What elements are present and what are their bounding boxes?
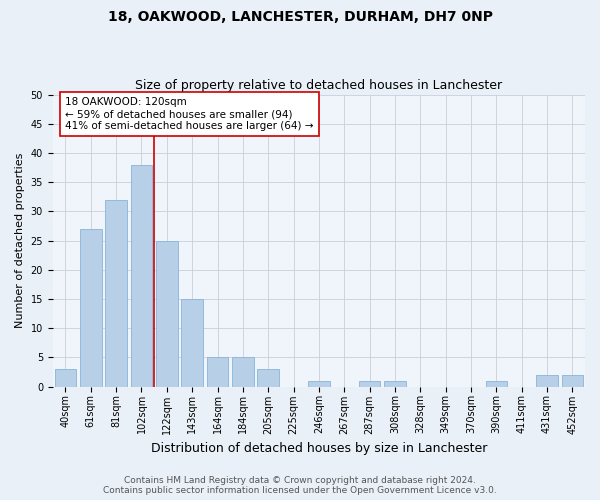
X-axis label: Distribution of detached houses by size in Lanchester: Distribution of detached houses by size … — [151, 442, 487, 455]
Text: 18 OAKWOOD: 120sqm
← 59% of detached houses are smaller (94)
41% of semi-detache: 18 OAKWOOD: 120sqm ← 59% of detached hou… — [65, 98, 314, 130]
Title: Size of property relative to detached houses in Lanchester: Size of property relative to detached ho… — [136, 79, 502, 92]
Bar — [308, 380, 329, 386]
Bar — [257, 369, 279, 386]
Bar — [156, 240, 178, 386]
Bar — [55, 369, 76, 386]
Bar — [106, 200, 127, 386]
Bar — [384, 380, 406, 386]
Bar — [562, 375, 583, 386]
Text: 18, OAKWOOD, LANCHESTER, DURHAM, DH7 0NP: 18, OAKWOOD, LANCHESTER, DURHAM, DH7 0NP — [107, 10, 493, 24]
Bar — [485, 380, 507, 386]
Text: Contains HM Land Registry data © Crown copyright and database right 2024.
Contai: Contains HM Land Registry data © Crown c… — [103, 476, 497, 495]
Bar — [536, 375, 558, 386]
Bar — [207, 358, 228, 386]
Y-axis label: Number of detached properties: Number of detached properties — [15, 153, 25, 328]
Bar — [181, 299, 203, 386]
Bar — [359, 380, 380, 386]
Bar — [131, 164, 152, 386]
Bar — [80, 229, 101, 386]
Bar — [232, 358, 254, 386]
